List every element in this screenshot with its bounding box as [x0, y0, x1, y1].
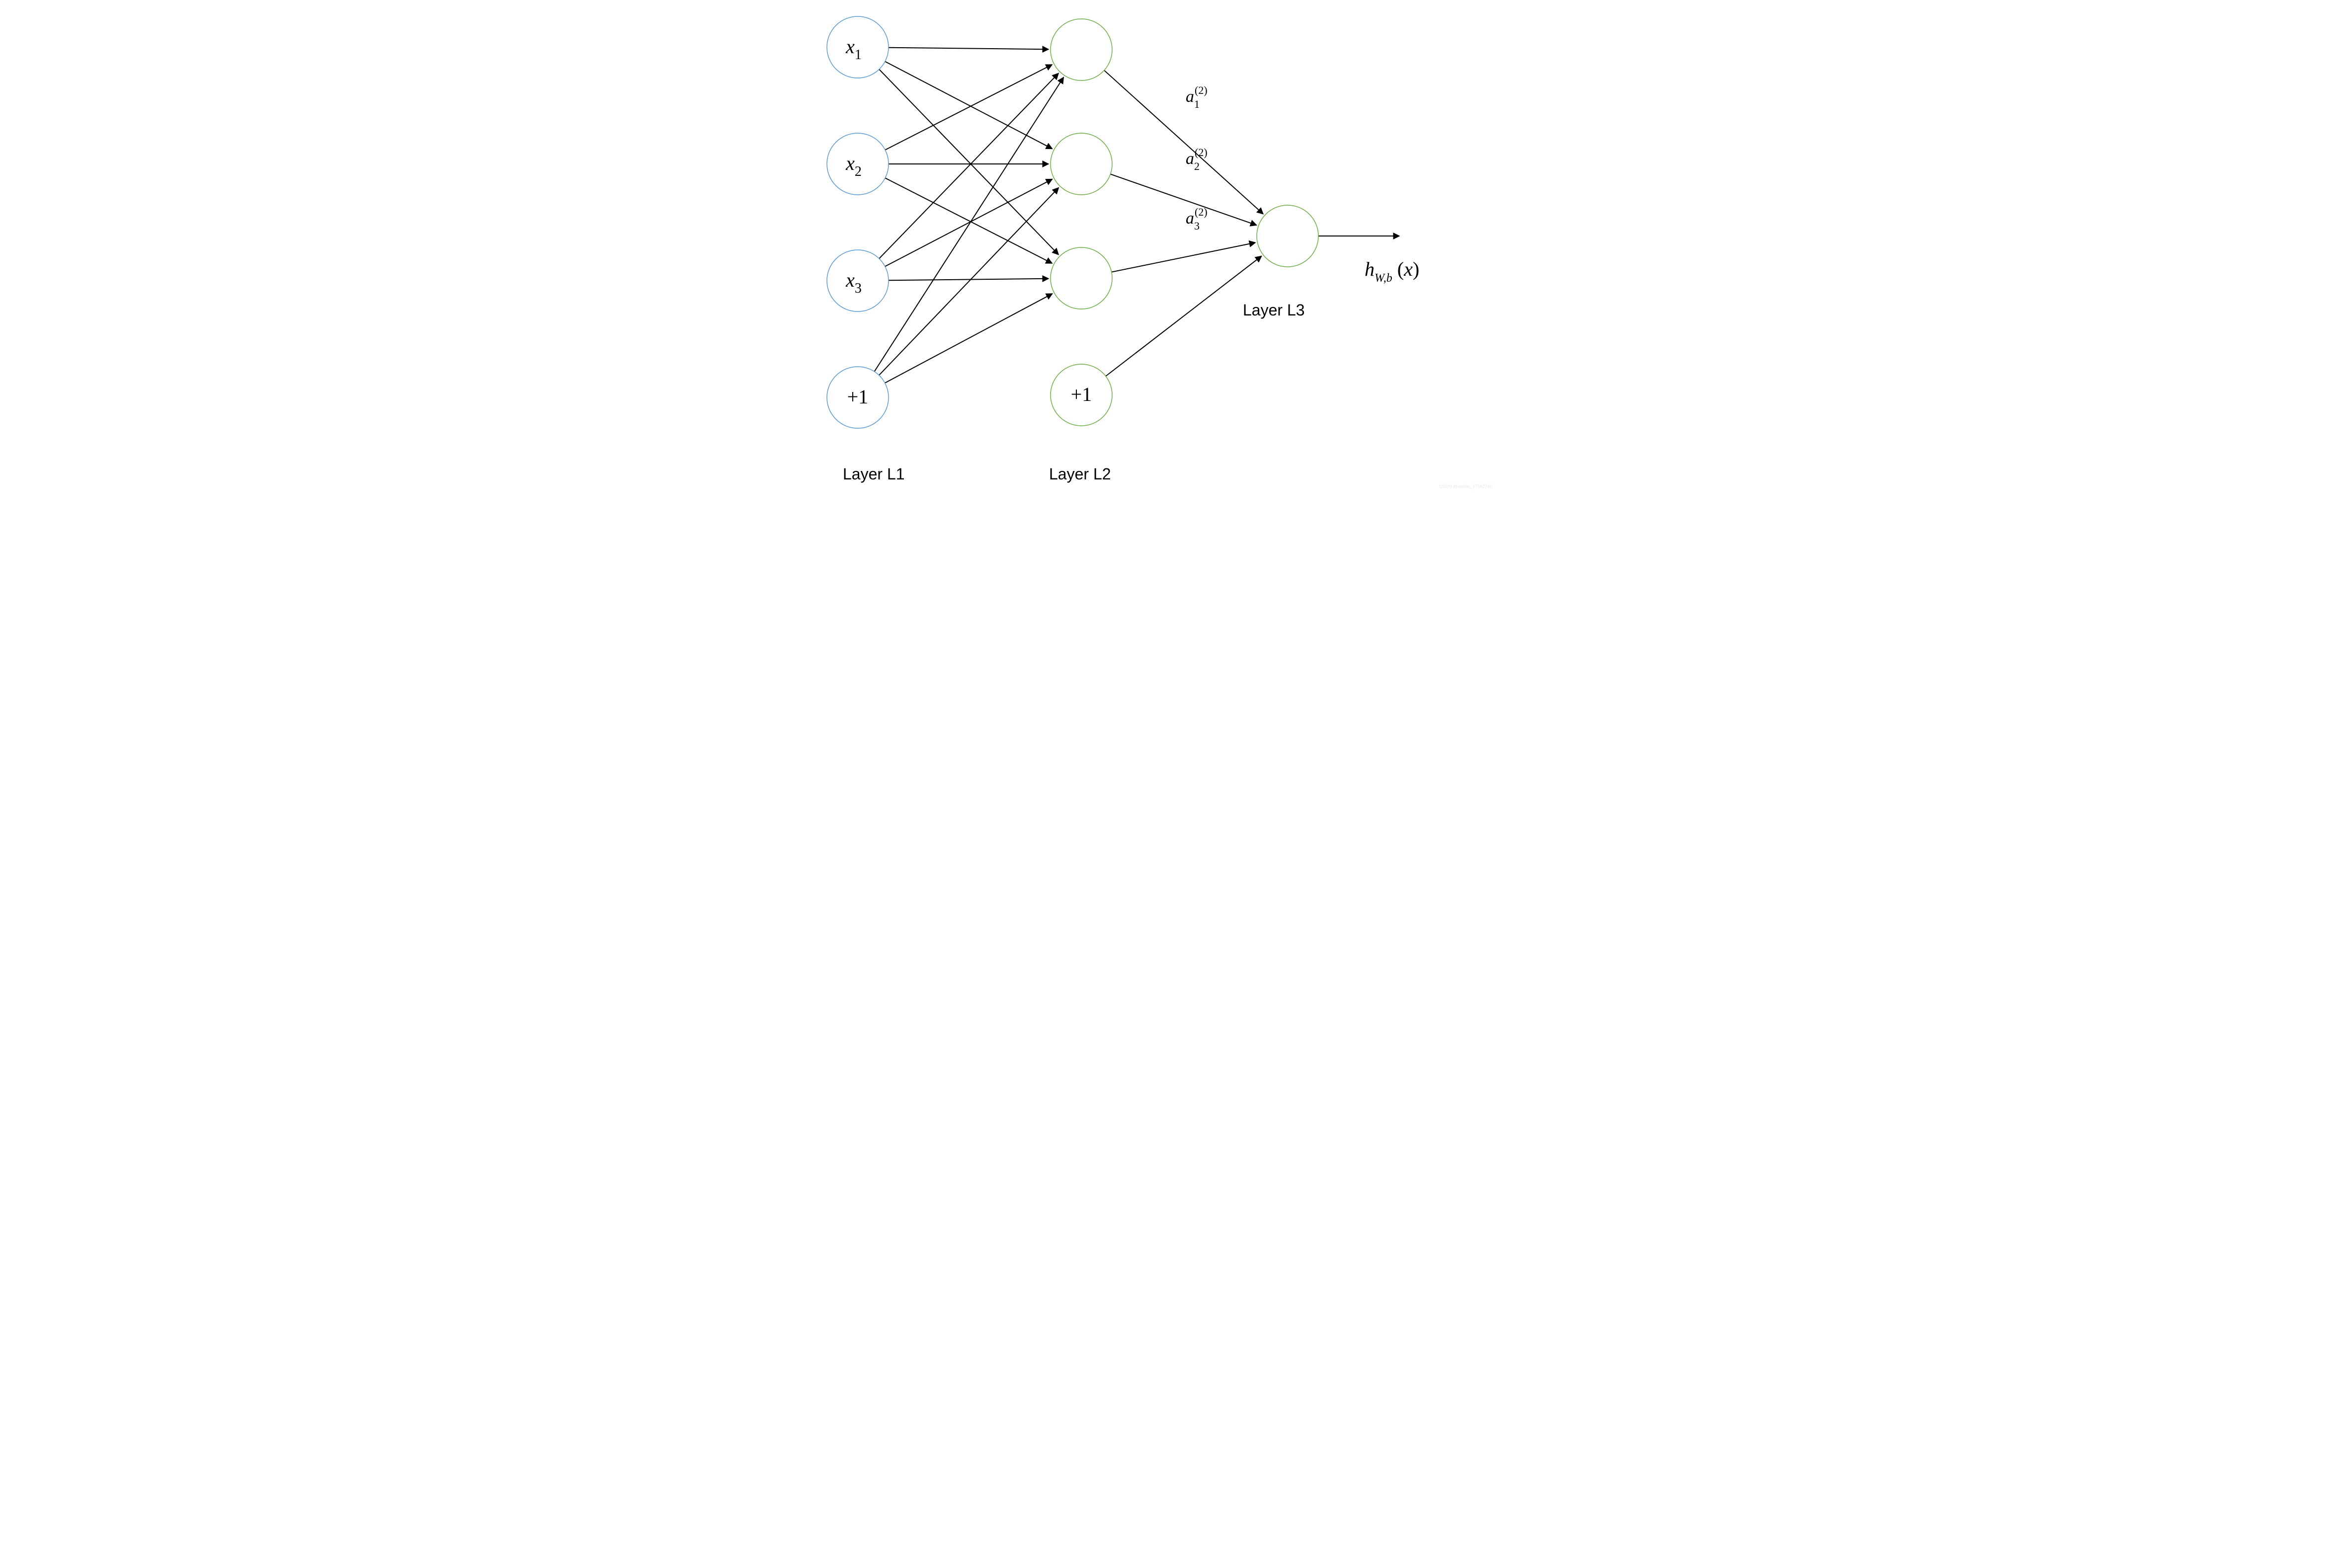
node-out	[1257, 205, 1318, 267]
diagram-svg: hW,b (x)x1x2x3+1+1a1(2)a2(2)a3(2)Layer L…	[803, 0, 1548, 497]
diagram-bg	[803, 0, 1548, 497]
node-h3	[1051, 247, 1112, 309]
node-h1	[1051, 19, 1112, 80]
layer-label-L3: Layer L3	[1243, 301, 1305, 319]
layer-label-L1: Layer L1	[843, 465, 905, 483]
node-label-b2: +1	[1070, 383, 1092, 405]
node-label-b1: +1	[847, 386, 868, 408]
neural-net-diagram: hW,b (x)x1x2x3+1+1a1(2)a2(2)a3(2)Layer L…	[803, 0, 1548, 497]
node-h2	[1051, 133, 1112, 195]
layer-label-L2: Layer L2	[1049, 465, 1111, 483]
watermark: CSDN @weixin_47582760	[1439, 484, 1492, 489]
